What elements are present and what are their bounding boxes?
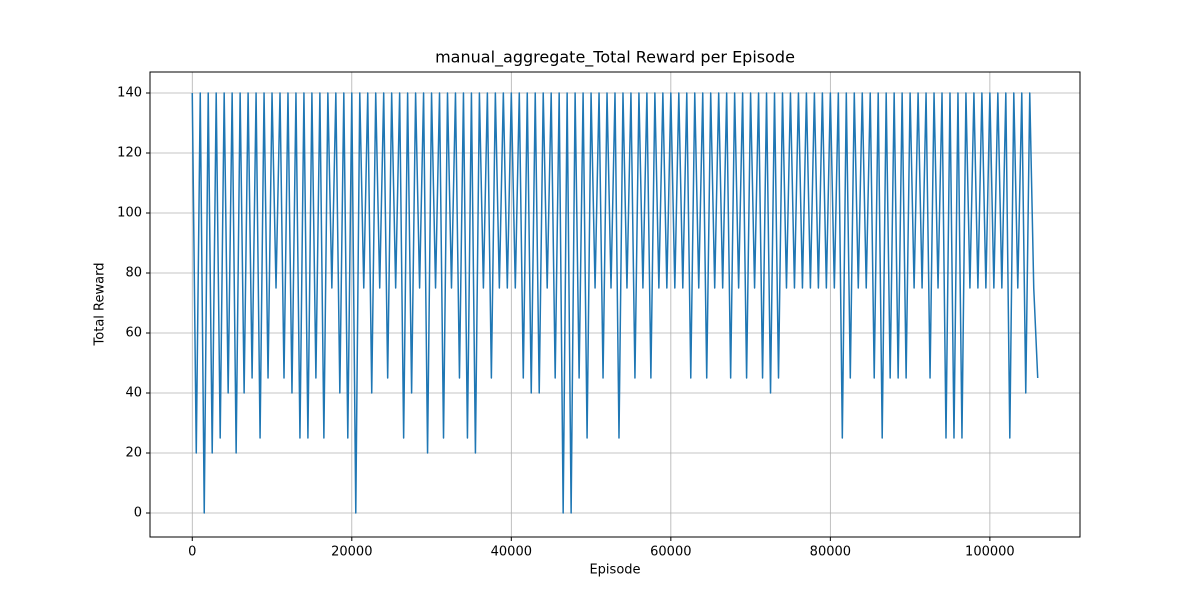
x-tick-label: 20000: [331, 545, 372, 560]
y-tick-label: 0: [134, 506, 142, 521]
x-axis-label: Episode: [589, 563, 640, 578]
data-line: [191, 92, 1039, 514]
y-tick-label: 60: [125, 326, 142, 341]
y-tick-label: 80: [125, 266, 142, 281]
x-tick-label: 80000: [810, 545, 851, 560]
y-tick-label: 20: [125, 446, 142, 461]
plot-frame: [149, 71, 1081, 538]
y-tick-label: 40: [125, 386, 142, 401]
x-tick-label: 100000: [965, 545, 1015, 560]
x-tick-label: 0: [188, 545, 196, 560]
y-axis-label: Total Reward: [93, 263, 108, 347]
y-tick-label: 120: [117, 146, 142, 161]
y-tick-label: 140: [117, 86, 142, 101]
y-tick-label: 100: [117, 206, 142, 221]
x-tick-label: 40000: [491, 545, 532, 560]
x-tick-label: 60000: [650, 545, 691, 560]
chart-title: manual_aggregate_Total Reward per Episod…: [435, 48, 795, 68]
